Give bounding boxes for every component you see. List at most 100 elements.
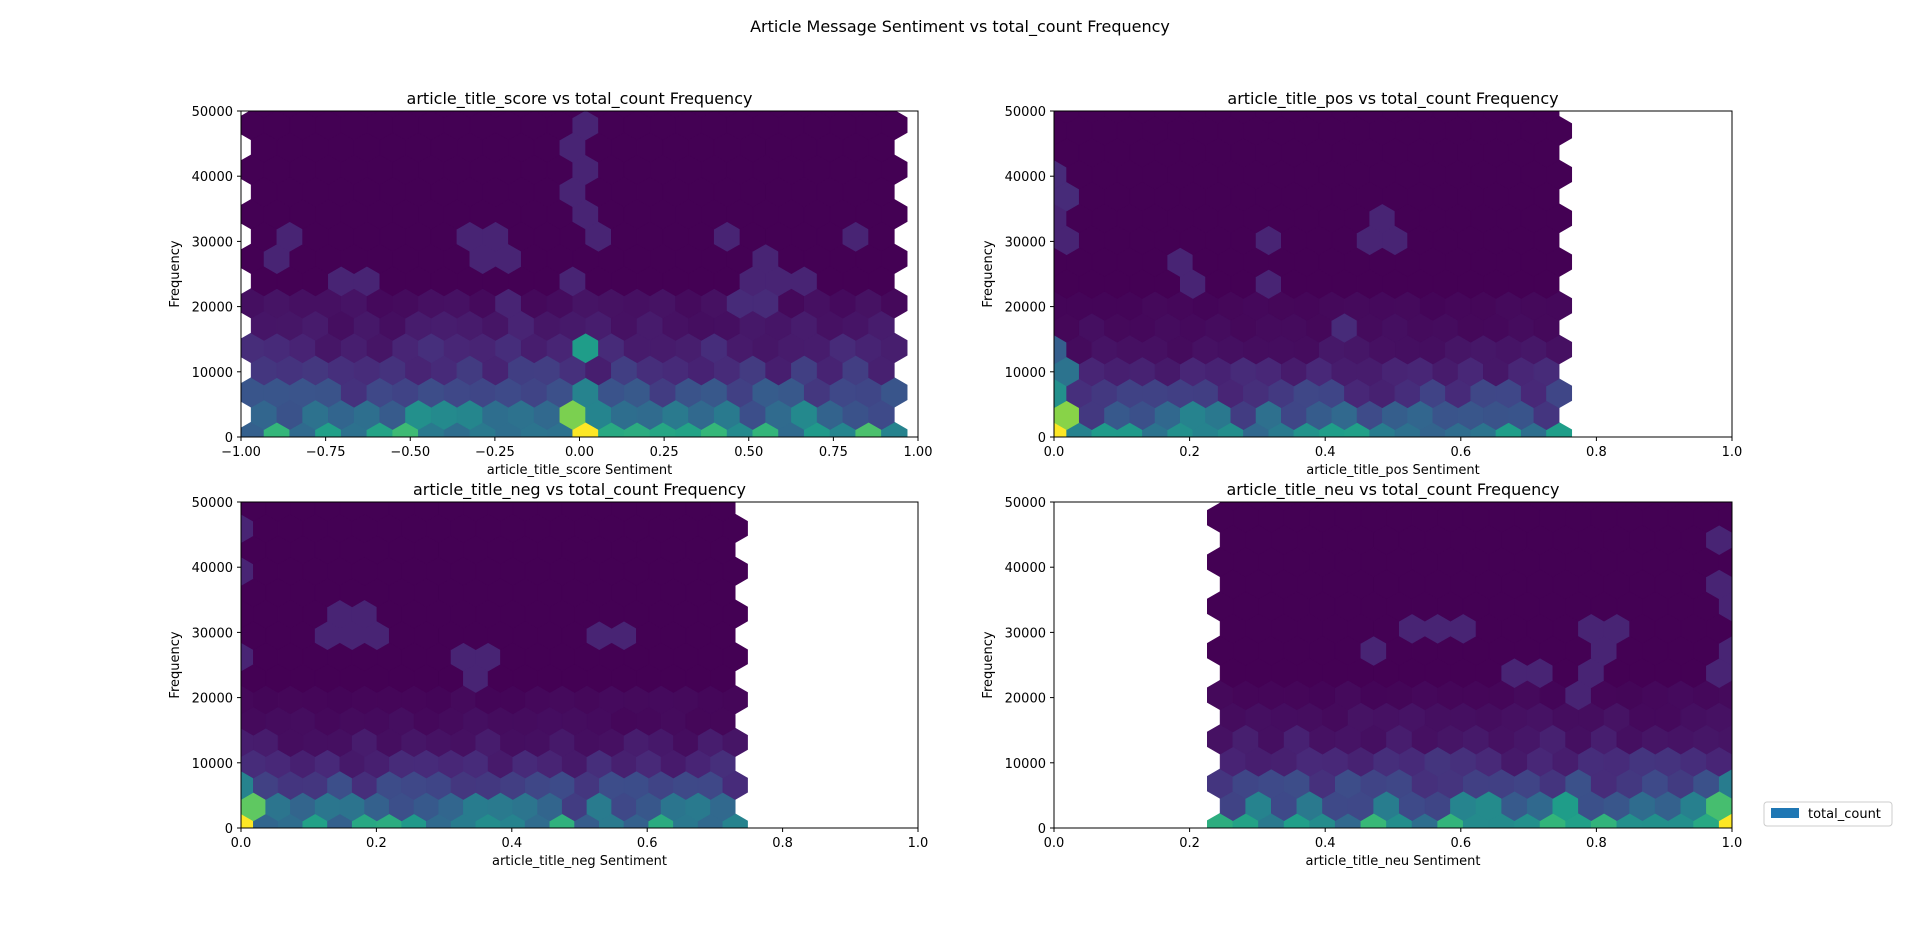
subplot-title: article_title_pos vs total_count Frequen… — [1227, 89, 1558, 109]
y-axis-label: Frequency — [981, 240, 996, 307]
y-tick-label: 50000 — [192, 105, 233, 120]
y-tick-label: 0 — [225, 822, 233, 837]
hexbin-cell — [241, 813, 254, 828]
hexbin-cell — [1706, 502, 1732, 511]
legend-label: total_count — [1808, 807, 1881, 822]
y-tick-label: 30000 — [192, 626, 233, 641]
x-tick-label: 1.0 — [1722, 836, 1743, 851]
hexbin-cell — [251, 111, 277, 119]
x-tick-label: 0.0 — [231, 836, 252, 851]
y-tick-label: 0 — [225, 431, 233, 446]
hexbin-cell — [740, 111, 765, 119]
x-tick-label: 1.0 — [1722, 445, 1743, 460]
x-tick-label: −1.00 — [221, 445, 261, 460]
hexbin-cell — [457, 111, 482, 119]
y-tick-label: 20000 — [192, 692, 233, 707]
legend: total_count — [1763, 801, 1893, 827]
hexbin-cells — [1054, 111, 1573, 437]
subplot-title: article_title_neu vs total_count Frequen… — [1226, 480, 1559, 500]
hexbin-cell — [1718, 635, 1732, 666]
y-tick-label: 0 — [1038, 822, 1046, 837]
x-tick-label: 0.8 — [1586, 836, 1607, 851]
x-tick-label: 1.00 — [904, 445, 933, 460]
y-tick-label: 10000 — [192, 757, 233, 772]
subplot-title: article_title_score vs total_count Frequ… — [407, 89, 753, 109]
x-tick-label: 1.0 — [908, 836, 929, 851]
hexbin-cell — [1054, 422, 1067, 437]
y-tick-label: 40000 — [192, 561, 233, 576]
hexbin-cell — [663, 111, 688, 119]
x-tick-label: −0.25 — [475, 445, 515, 460]
hexbin-cell — [843, 111, 868, 119]
hexbin-cell — [612, 111, 637, 119]
y-tick-label: 0 — [1038, 431, 1046, 446]
y-tick-label: 20000 — [1005, 692, 1046, 707]
hexbin-cell — [431, 111, 457, 119]
x-tick-label: 0.2 — [1179, 836, 1200, 851]
y-tick-label: 10000 — [1005, 757, 1046, 772]
x-tick-label: 0.6 — [1450, 836, 1471, 851]
y-tick-label: 30000 — [1005, 235, 1046, 250]
x-tick-label: 0.8 — [1586, 445, 1607, 460]
y-tick-label: 30000 — [1005, 626, 1046, 641]
hexbin-cell — [586, 111, 611, 119]
hexbin-cell — [766, 111, 791, 119]
hexbin-cell — [710, 502, 736, 522]
legend-swatch — [1771, 808, 1799, 818]
hexbin-cell — [1718, 546, 1732, 578]
x-tick-label: 0.00 — [565, 445, 594, 460]
x-tick-label: 0.2 — [1179, 445, 1200, 460]
hexbin-cell — [354, 111, 380, 119]
hexbin-cell — [329, 111, 354, 119]
x-tick-label: −0.75 — [306, 445, 346, 460]
y-axis-label: Frequency — [168, 240, 183, 307]
y-tick-label: 30000 — [192, 235, 233, 250]
hexbin-cell — [406, 111, 431, 119]
y-tick-label: 10000 — [1005, 366, 1046, 381]
hexbin-cell — [714, 111, 740, 119]
y-tick-label: 40000 — [1005, 561, 1046, 576]
hexbin-cell — [1718, 724, 1732, 755]
x-tick-label: 0.0 — [1044, 445, 1065, 460]
x-tick-label: 0.4 — [1315, 445, 1336, 460]
y-tick-label: 10000 — [192, 366, 233, 381]
hexbin-cell — [637, 111, 663, 119]
hexbin-cells — [241, 502, 748, 828]
hexbin-cell — [1718, 812, 1732, 828]
y-tick-label: 20000 — [1005, 301, 1046, 316]
x-tick-label: 0.6 — [1450, 445, 1471, 460]
y-tick-label: 50000 — [1005, 105, 1046, 120]
x-tick-label: 0.0 — [1044, 836, 1065, 851]
x-axis-label: article_title_pos Sentiment — [1306, 463, 1480, 478]
axes-frame — [1053, 110, 1733, 438]
x-tick-label: −0.50 — [390, 445, 430, 460]
x-axis-label: article_title_neg Sentiment — [492, 854, 667, 869]
subplot-score: −1.00 −0.75 −0.50 −0.25 0.00 0.25 0.50 0.75 1.00… — [168, 89, 933, 478]
hexbin-cell — [380, 111, 405, 119]
hexbin-cell — [817, 111, 843, 119]
hexbin-cells — [1207, 502, 1732, 828]
hexbin-cell — [1533, 111, 1560, 124]
subplot-neg: 0.0 0.2 0.4 0.6 0.8 1.0 0 10000 20000 30000 40000 5… — [168, 480, 929, 869]
x-tick-label: 0.4 — [501, 836, 522, 851]
y-tick-label: 50000 — [1005, 496, 1046, 511]
hexbin-cell — [509, 111, 534, 119]
hexbin-cell — [792, 111, 817, 119]
hexbin-cell — [881, 111, 908, 141]
hexbin-cell — [1718, 679, 1732, 711]
x-tick-label: 0.8 — [772, 836, 793, 851]
y-tick-label: 40000 — [192, 170, 233, 185]
y-tick-label: 20000 — [192, 301, 233, 316]
x-axis-label: article_title_score Sentiment — [487, 463, 672, 478]
x-tick-label: 0.6 — [637, 836, 658, 851]
subplot-title: article_title_neg vs total_count Frequen… — [413, 480, 746, 500]
subplot-pos: 0.0 0.2 0.4 0.6 0.8 1.0 0 10000 20000 30000 40000 5… — [981, 89, 1743, 478]
hexbin-cell — [1718, 591, 1732, 622]
x-axis-label: article_title_neu Sentiment — [1306, 854, 1481, 869]
hexbin-cell — [303, 111, 328, 119]
hexbin-cell — [1718, 768, 1732, 799]
figure-suptitle: Article Message Sentiment vs total_count… — [750, 17, 1170, 37]
hexbin-cell — [560, 111, 585, 119]
x-tick-label: 0.75 — [819, 445, 848, 460]
